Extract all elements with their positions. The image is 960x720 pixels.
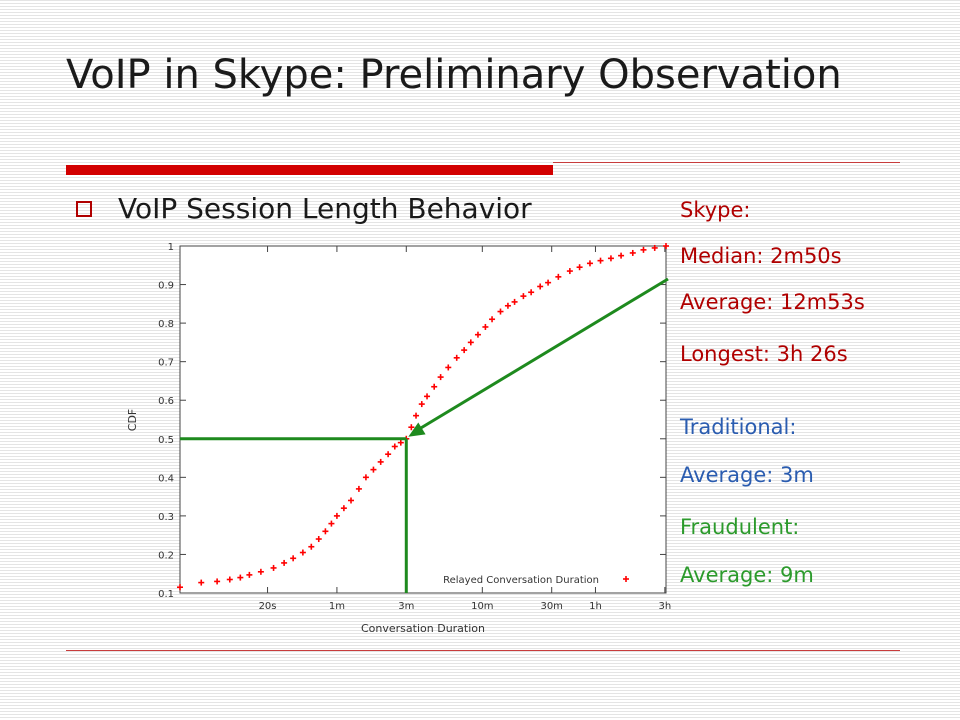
data-point (528, 289, 535, 296)
data-point (651, 244, 658, 251)
data-point (246, 571, 253, 578)
data-point (328, 520, 335, 527)
x-tick-label: 3h (658, 601, 671, 612)
fraudulent-header: Fraudulent: (680, 515, 800, 539)
y-tick-label: 0.1 (158, 589, 174, 600)
square-bullet-icon (76, 201, 92, 217)
x-tick-label: 30m (540, 601, 562, 612)
data-point (290, 555, 297, 562)
x-tick-label: 1m (329, 601, 345, 612)
pointer-arrow-line (415, 277, 669, 433)
data-point (586, 260, 593, 267)
data-point (299, 549, 306, 556)
bullet-text: VoIP Session Length Behavior (118, 192, 532, 225)
y-tick-label: 0.6 (158, 396, 174, 407)
legend-marker (623, 576, 629, 582)
slide-title: VoIP in Skype: Preliminary Observation (66, 52, 842, 98)
data-point (198, 579, 205, 586)
data-point (474, 331, 481, 338)
data-point (281, 559, 288, 566)
data-point (257, 568, 264, 575)
y-tick-label: 1 (168, 242, 174, 253)
bottom-rule (66, 650, 900, 651)
title-rule (553, 162, 900, 163)
fraudulent-average: Average: 9m (680, 563, 814, 587)
data-point (177, 584, 183, 591)
y-tick-label: 0.9 (158, 281, 174, 292)
y-tick-label: 0.8 (158, 319, 174, 330)
y-tick-label: 0.3 (158, 512, 174, 523)
traditional-header: Traditional: (680, 415, 797, 439)
data-point (640, 246, 647, 253)
y-tick-label: 0.4 (158, 473, 174, 484)
data-point (397, 439, 404, 446)
data-point (340, 505, 347, 512)
data-point (214, 578, 221, 585)
data-point (489, 316, 496, 323)
data-point (391, 443, 398, 450)
data-point (497, 308, 504, 315)
skype-average: Average: 12m53s (680, 290, 865, 314)
data-point (370, 466, 377, 473)
data-point (408, 424, 415, 431)
x-tick-label: 3m (398, 601, 414, 612)
data-point (663, 243, 669, 249)
data-point (629, 249, 636, 256)
data-point (315, 536, 322, 543)
y-tick-label: 0.7 (158, 358, 174, 369)
data-point (431, 383, 438, 390)
data-point (453, 354, 460, 361)
plot-area (179, 245, 667, 594)
data-point (333, 512, 340, 519)
pointer-arrow-head (408, 422, 426, 437)
data-point (413, 412, 420, 419)
skype-longest: Longest: 3h 26s (680, 342, 848, 366)
data-point (520, 293, 527, 300)
data-point (437, 374, 444, 381)
data-point (511, 298, 518, 305)
legend-plus-marker (623, 576, 629, 582)
data-point (322, 528, 329, 535)
data-point (362, 474, 369, 481)
skype-median: Median: 2m50s (680, 244, 842, 268)
data-point (424, 393, 431, 400)
data-point (566, 268, 573, 275)
data-point (555, 273, 562, 280)
y-tick-label: 0.2 (158, 550, 174, 561)
data-point (418, 401, 425, 408)
data-point (597, 257, 604, 264)
title-underline-bar (66, 165, 553, 175)
data-point (270, 564, 277, 571)
data-point (226, 576, 233, 583)
x-tick-label: 20s (259, 601, 277, 612)
data-point (348, 497, 355, 504)
skype-header: Skype: (680, 198, 751, 222)
x-tick-label: 1h (589, 601, 602, 612)
y-axis-label: CDF (126, 409, 139, 431)
y-tick-label: 0.5 (158, 435, 174, 446)
data-point (545, 279, 552, 286)
x-tick-label: 10m (471, 601, 493, 612)
data-point (308, 543, 315, 550)
data-point (537, 283, 544, 290)
data-point (237, 574, 244, 581)
data-point (355, 485, 362, 492)
data-point (445, 364, 452, 371)
data-point (377, 458, 384, 465)
data-point (385, 451, 392, 458)
x-axis-label: Conversation Duration (361, 622, 485, 635)
data-point (576, 264, 583, 271)
data-point (482, 323, 489, 330)
data-point (607, 255, 614, 262)
data-point (504, 302, 511, 309)
legend-label: Relayed Conversation Duration (443, 575, 599, 586)
data-point (461, 347, 468, 354)
data-point (618, 252, 625, 259)
traditional-average: Average: 3m (680, 463, 814, 487)
data-point (467, 339, 474, 346)
